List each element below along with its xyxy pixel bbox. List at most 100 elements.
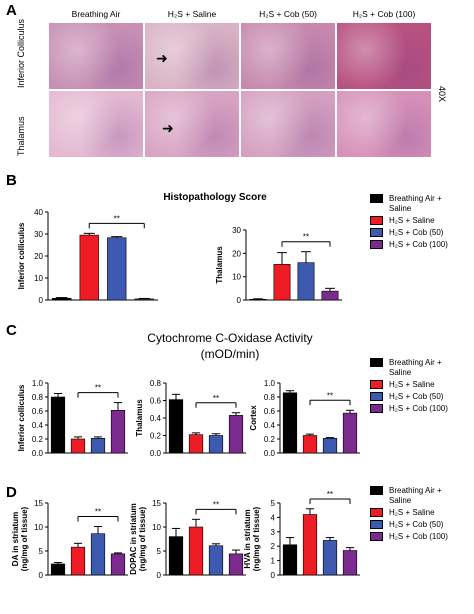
- bar: [90, 533, 106, 576]
- y-tick-label: 5: [157, 547, 162, 556]
- bar: [228, 553, 244, 576]
- arrow-icon: ➜: [156, 50, 168, 66]
- y-tick-label: 1.0: [264, 379, 276, 388]
- y-tick-label: 2: [271, 542, 276, 551]
- bar: [322, 437, 338, 454]
- bar: [228, 415, 244, 454]
- y-tick-label: 0.6: [32, 407, 44, 416]
- bar: [188, 434, 204, 454]
- legend-item: H₂S + Cob (100): [370, 404, 448, 414]
- bar: [208, 545, 224, 576]
- y-tick-label: 10: [34, 523, 43, 532]
- y-tick-label: 20: [34, 252, 43, 261]
- legend-swatch: [370, 404, 383, 413]
- y-tick-label: 15: [152, 499, 161, 508]
- micrograph-tile: [144, 90, 240, 158]
- y-tick-label: 0.4: [150, 414, 162, 423]
- y-tick-label: 30: [232, 226, 241, 235]
- bar: [52, 297, 72, 301]
- y-axis-label: Thalamus: [135, 399, 144, 437]
- bar: [342, 550, 358, 576]
- y-tick-label: 0: [39, 296, 44, 305]
- bar: [322, 540, 338, 576]
- y-tick-label: 3: [271, 528, 276, 537]
- y-tick-label: 5: [271, 499, 276, 508]
- legend-c: Breathing Air + Saline H₂S + Saline H₂S +…: [370, 358, 448, 416]
- y-tick-label: 0.8: [150, 379, 162, 388]
- legend-label: H₂S + Cob (50): [389, 228, 444, 237]
- legend-item: H₂S + Cob (50): [370, 520, 448, 530]
- y-tick-label: 0: [237, 296, 242, 305]
- bar: [90, 437, 106, 454]
- legend-label: H₂S + Cob (50): [389, 520, 444, 529]
- panel-letter-c: C: [6, 322, 17, 339]
- y-axis-label: (ng/mg of tissue): [138, 506, 147, 571]
- bar: [282, 392, 298, 454]
- y-tick-label: 5: [39, 547, 44, 556]
- bar: [70, 438, 86, 454]
- panel-b-title: Histopathology Score: [163, 192, 267, 203]
- legend-label: Breathing Air + Saline: [389, 358, 442, 377]
- legend-swatch: [370, 228, 383, 237]
- y-tick-label: 0.4: [264, 421, 276, 430]
- y-tick-label: 1.0: [32, 379, 44, 388]
- y-tick-label: 10: [152, 523, 161, 532]
- panel-letter-b: B: [6, 172, 17, 189]
- y-axis-label: (ng/mg of tissue): [20, 506, 29, 571]
- micrograph-tile: [240, 90, 336, 158]
- y-axis-label: (ng/mg of tissue): [252, 506, 261, 571]
- y-tick-label: 10: [34, 274, 43, 283]
- column-header: H₂S + Saline: [167, 9, 217, 19]
- bar: [110, 409, 126, 454]
- significance-label: **: [327, 391, 333, 400]
- y-axis-label: Inferior colliculus: [17, 384, 26, 451]
- bar: [110, 553, 126, 576]
- column-header: H₂S + Cob (50): [259, 9, 317, 19]
- micrograph-tile: [336, 22, 432, 90]
- significance-label: **: [95, 384, 101, 393]
- bar: [50, 396, 66, 454]
- legend-item: H₂S + Cob (100): [370, 240, 448, 250]
- bar: [282, 544, 298, 576]
- micrograph-tile: [144, 22, 240, 90]
- legend-swatch: [370, 508, 383, 517]
- y-tick-label: 20: [232, 249, 241, 258]
- y-axis-label: Cortex: [249, 405, 258, 431]
- micrograph-tile: [48, 22, 144, 90]
- column-header: Breathing Air: [71, 9, 121, 19]
- legend-label: H₂S + Cob (100): [389, 404, 448, 413]
- bar: [297, 262, 315, 301]
- bar: [302, 514, 318, 576]
- y-axis-label: Inferior colliculus: [17, 222, 26, 289]
- legend-swatch: [370, 392, 383, 401]
- legend-swatch: [370, 532, 383, 541]
- significance-label: **: [213, 394, 219, 403]
- significance-label: **: [213, 500, 219, 509]
- bar: [79, 234, 99, 301]
- legend-item: H₂S + Cob (50): [370, 392, 448, 402]
- legend-label: H₂S + Saline: [389, 508, 435, 517]
- micrograph-tile: [336, 90, 432, 158]
- significance-label: **: [95, 508, 101, 517]
- y-axis-label: DA in striatum: [11, 512, 20, 566]
- panel-c-subtitle: (mOD/min): [200, 347, 260, 361]
- bar: [107, 237, 127, 301]
- y-tick-label: 40: [34, 208, 43, 217]
- y-tick-label: 0.0: [150, 449, 162, 458]
- legend-label: H₂S + Saline: [389, 216, 435, 225]
- y-tick-label: 0.8: [264, 393, 276, 402]
- y-tick-label: 10: [232, 273, 241, 282]
- bar: [342, 412, 358, 454]
- legend-item: Breathing Air + Saline: [370, 194, 448, 214]
- y-axis-label: Thalamus: [215, 246, 224, 284]
- y-tick-label: 30: [34, 230, 43, 239]
- legend-item: H₂S + Saline: [370, 508, 448, 518]
- legend-swatch: [370, 380, 383, 389]
- y-tick-label: 0.4: [32, 421, 44, 430]
- bar: [70, 546, 86, 576]
- bar: [168, 399, 184, 454]
- panel-letter-a: A: [6, 2, 17, 19]
- legend-swatch: [370, 486, 383, 495]
- legend-item: H₂S + Cob (100): [370, 532, 448, 542]
